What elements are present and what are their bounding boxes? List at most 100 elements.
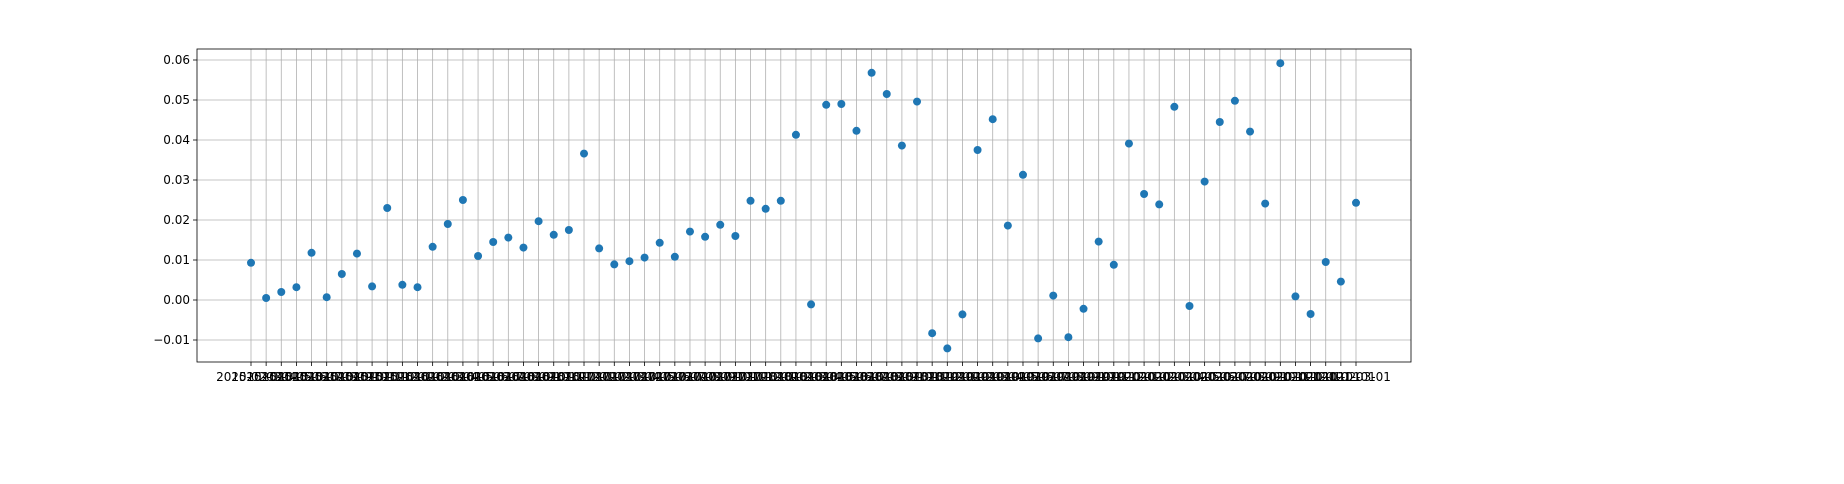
x-tick-label: 2016-09-01 <box>504 370 574 384</box>
point <box>474 252 483 260</box>
point <box>1185 302 1194 310</box>
x-tick-label: 2018-08-01 <box>852 370 922 384</box>
x-tick-label: 2019-06-01 <box>1003 370 1073 384</box>
point <box>655 238 664 247</box>
point <box>867 68 876 77</box>
x-tick-label: 2015-03-01 <box>231 370 301 384</box>
point <box>307 248 316 257</box>
point <box>973 146 982 154</box>
point <box>640 253 649 262</box>
point <box>368 282 377 291</box>
point <box>625 257 634 266</box>
point <box>337 270 346 278</box>
x-tick-label: 2017-08-01 <box>670 370 740 384</box>
x-tick-label: 2019-05-01 <box>988 370 1058 384</box>
x-tick-label: 2017-07-01 <box>655 370 725 384</box>
point <box>1064 333 1073 342</box>
x-tick-label: 2020-08-01 <box>1215 370 1285 384</box>
x-tick-label: 2019-09-01 <box>1049 370 1119 384</box>
x-tick-label: 2016-05-01 <box>443 370 513 384</box>
x-tick-label: 2018-11-01 <box>897 370 967 384</box>
point <box>247 258 255 267</box>
point <box>595 244 604 253</box>
point <box>262 294 271 302</box>
x-tick-label: 2019-11-01 <box>1079 370 1149 384</box>
x-tick-label: 2018-06-01 <box>822 370 892 384</box>
y-tick-label: 0.02 <box>163 213 190 227</box>
x-tick-label: 2018-09-01 <box>867 370 937 384</box>
x-tick-label: 2017-11-01 <box>716 370 786 384</box>
x-tick-label: 2018-02-01 <box>761 370 831 384</box>
x-tick-label: 2017-01-01 <box>564 370 634 384</box>
point <box>489 238 498 246</box>
x-tick-label: 2017-09-01 <box>685 370 755 384</box>
point <box>716 220 725 229</box>
x-tick-label: 2017-05-01 <box>625 370 695 384</box>
x-tick-label: 2019-10-01 <box>1064 370 1134 384</box>
point <box>1321 258 1330 266</box>
point <box>1261 199 1270 208</box>
point <box>610 260 619 269</box>
x-tick-label: 2017-12-01 <box>731 370 801 384</box>
x-tick-label: 2016-03-01 <box>413 370 483 384</box>
x-tick-label: 2020-03-01 <box>1139 370 1209 384</box>
x-tick-label: 2019-01-01 <box>928 370 998 384</box>
point <box>1170 102 1179 111</box>
x-tick-label: 2015-04-01 <box>246 370 316 384</box>
x-tick-label: 2019-08-01 <box>1034 370 1104 384</box>
point <box>882 90 891 98</box>
x-tick-label: 2016-01-01 <box>383 370 453 384</box>
point <box>852 126 861 135</box>
x-tick-label: 2015-05-01 <box>262 370 332 384</box>
point <box>958 310 967 319</box>
point <box>1155 200 1164 209</box>
plot-area <box>197 49 1411 362</box>
x-tick-label: 2015-09-01 <box>322 370 392 384</box>
point <box>746 196 755 205</box>
x-tick-label: 2016-07-01 <box>473 370 543 384</box>
x-tick-label: 2016-10-01 <box>519 370 589 384</box>
x-tick-label: 2020-05-01 <box>1170 370 1240 384</box>
point <box>580 149 589 158</box>
x-tick-label: 2016-08-01 <box>489 370 559 384</box>
x-tick-label: 2021-02-01 <box>1306 370 1376 384</box>
point <box>1200 177 1209 186</box>
point <box>1306 310 1315 318</box>
y-tick-label: 0.00 <box>163 293 190 307</box>
point <box>443 220 452 228</box>
x-tick-label: 2017-02-01 <box>579 370 649 384</box>
x-tick-label: 2017-04-01 <box>610 370 680 384</box>
point <box>1124 139 1133 148</box>
x-tick-label: 2020-11-01 <box>1261 370 1331 384</box>
point <box>761 204 770 213</box>
y-tick-label: 0.05 <box>163 93 190 107</box>
x-tick-label: 2018-07-01 <box>837 370 907 384</box>
x-tick-label: 2016-04-01 <box>428 370 498 384</box>
point <box>1276 59 1285 68</box>
x-tick-label: 2018-12-01 <box>912 370 982 384</box>
x-tick-label: 2015-07-01 <box>292 370 362 384</box>
x-tick-label: 2018-03-01 <box>776 370 846 384</box>
point <box>534 217 543 226</box>
x-tick-label: 2020-04-01 <box>1155 370 1225 384</box>
point <box>685 227 694 236</box>
point <box>837 100 846 108</box>
x-tick-label: 2019-07-01 <box>1018 370 1088 384</box>
point <box>670 252 679 261</box>
x-tick-label: 2021-01-01 <box>1291 370 1361 384</box>
x-tick-label: 2016-12-01 <box>549 370 619 384</box>
x-tick-label: 2015-10-01 <box>337 370 407 384</box>
x-tick-label: 2015-11-01 <box>352 370 422 384</box>
point <box>504 233 513 242</box>
point <box>1094 237 1103 246</box>
x-tick-label: 2019-12-01 <box>1094 370 1164 384</box>
x-tick-label: 2020-12-01 <box>1276 370 1346 384</box>
point <box>1336 277 1345 286</box>
x-tick-label: 2021-03-01 <box>1321 370 1391 384</box>
point <box>1352 198 1360 207</box>
x-tick-label: 2020-01-01 <box>1109 370 1179 384</box>
point <box>413 283 422 292</box>
point <box>988 115 997 124</box>
point <box>731 232 740 240</box>
x-tick-label: 2017-10-01 <box>701 370 771 384</box>
